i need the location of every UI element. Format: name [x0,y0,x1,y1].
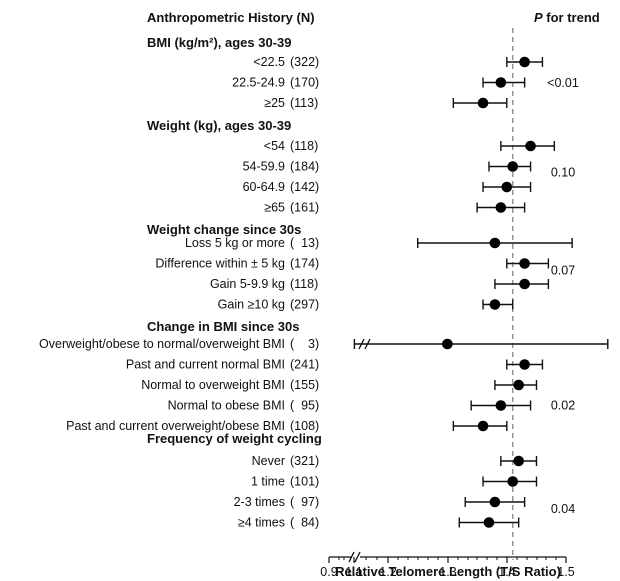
header-right: P for trend [534,10,600,25]
row-label: Normal to obese BMI [168,399,285,413]
row-label: Never [252,454,285,468]
row-label: ≥25 [264,96,285,110]
row-label: Gain 5-9.9 kg [210,277,285,291]
group-title: Frequency of weight cycling [147,431,322,446]
row-n: (321) [290,454,319,468]
row-label: ≥4 times [238,516,285,530]
plot-area: BMI (kg/m²), ages 30-39 <22.5 (322) 22.5-24… [39,28,609,579]
estimate-point [501,181,513,193]
row-label: 1 time [251,475,285,489]
x-tick-label: 1.4 [498,565,515,579]
header-right-p: P [534,10,543,25]
row-label: Gain ≥10 kg [218,298,285,312]
row-label: 2-3 times [234,495,285,509]
group-title: Weight change since 30s [147,222,301,237]
row-label: Overweight/obese to normal/overweight BM… [39,337,285,351]
axis-break-mark [348,551,355,563]
row-n: (297) [290,298,319,312]
x-axis-label: Relative Telomere Length (T/S Ratio) [335,564,561,579]
estimate-point [495,77,507,88]
estimate-point [507,476,519,487]
row-label: <22.5 [253,55,285,69]
row-n: ( 3) [290,337,319,351]
row-label: ≥65 [264,201,285,215]
row-n: ( 13) [290,236,319,250]
row-label: Past and current normal BMI [126,358,285,372]
row-n: (161) [290,201,319,215]
row-label: 22.5-24.9 [232,76,285,90]
estimate-point [477,97,489,109]
ci-break-mark [364,338,371,350]
header-right-suffix: for trend [543,10,600,25]
row-label: <54 [264,139,285,153]
estimate-point [495,400,507,411]
estimate-point [489,299,501,310]
row-n: (142) [290,180,319,194]
row-n: (118) [290,139,318,153]
row-label: 60-64.9 [243,180,285,194]
estimate-point [442,338,453,350]
p-trend-value: 0.02 [551,399,575,413]
row-label: Loss 5 kg or more [185,236,285,250]
estimate-point [519,359,530,370]
row-n: (155) [290,378,319,392]
header-left: Anthropometric History (N) [147,10,315,25]
p-trend-value: <0.01 [547,76,579,90]
estimate-point [489,237,501,249]
x-tick-label: 1.1 [345,565,362,579]
x-tick-label: 1.2 [379,565,396,579]
row-n: (101) [290,475,319,489]
p-trend-value: 0.10 [551,166,575,180]
group-title: Weight (kg), ages 30-39 [147,118,291,133]
row-n: ( 95) [290,399,319,413]
row-n: (170) [290,76,319,90]
estimate-point [489,496,501,508]
x-tick-label: 0.9 [320,565,337,579]
estimate-point [519,56,530,68]
estimate-point [513,379,524,391]
row-n: ( 97) [290,495,319,509]
estimate-point [507,161,519,172]
axis-break-mark [354,551,361,563]
estimate-point [525,140,536,152]
group-title: BMI (kg/m²), ages 30-39 [147,35,292,50]
estimate-point [519,258,530,269]
row-n: (241) [290,358,319,372]
row-n: (174) [290,257,319,271]
row-n: ( 84) [290,516,319,530]
row-label: Normal to overweight BMI [141,378,285,392]
p-trend-value: 0.07 [551,264,575,278]
row-label: 54-59.9 [243,160,285,174]
estimate-point [519,278,530,290]
x-tick-label: 1.5 [557,565,574,579]
group-title: Change in BMI since 30s [147,319,299,334]
row-n: (108) [290,419,319,433]
row-n: (322) [290,55,319,69]
ci-break-mark [358,338,365,350]
estimate-point [495,202,507,213]
x-tick-label: 1.3 [439,565,456,579]
estimate-point [483,517,495,528]
estimate-point [513,455,524,467]
row-label: Difference within ± 5 kg [155,257,285,271]
row-n: (184) [290,160,319,174]
estimate-point [477,420,489,432]
row-label: Past and current overweight/obese BMI [66,419,285,433]
p-trend-value: 0.04 [551,502,575,516]
row-n: (118) [290,277,318,291]
row-n: (113) [290,96,318,110]
